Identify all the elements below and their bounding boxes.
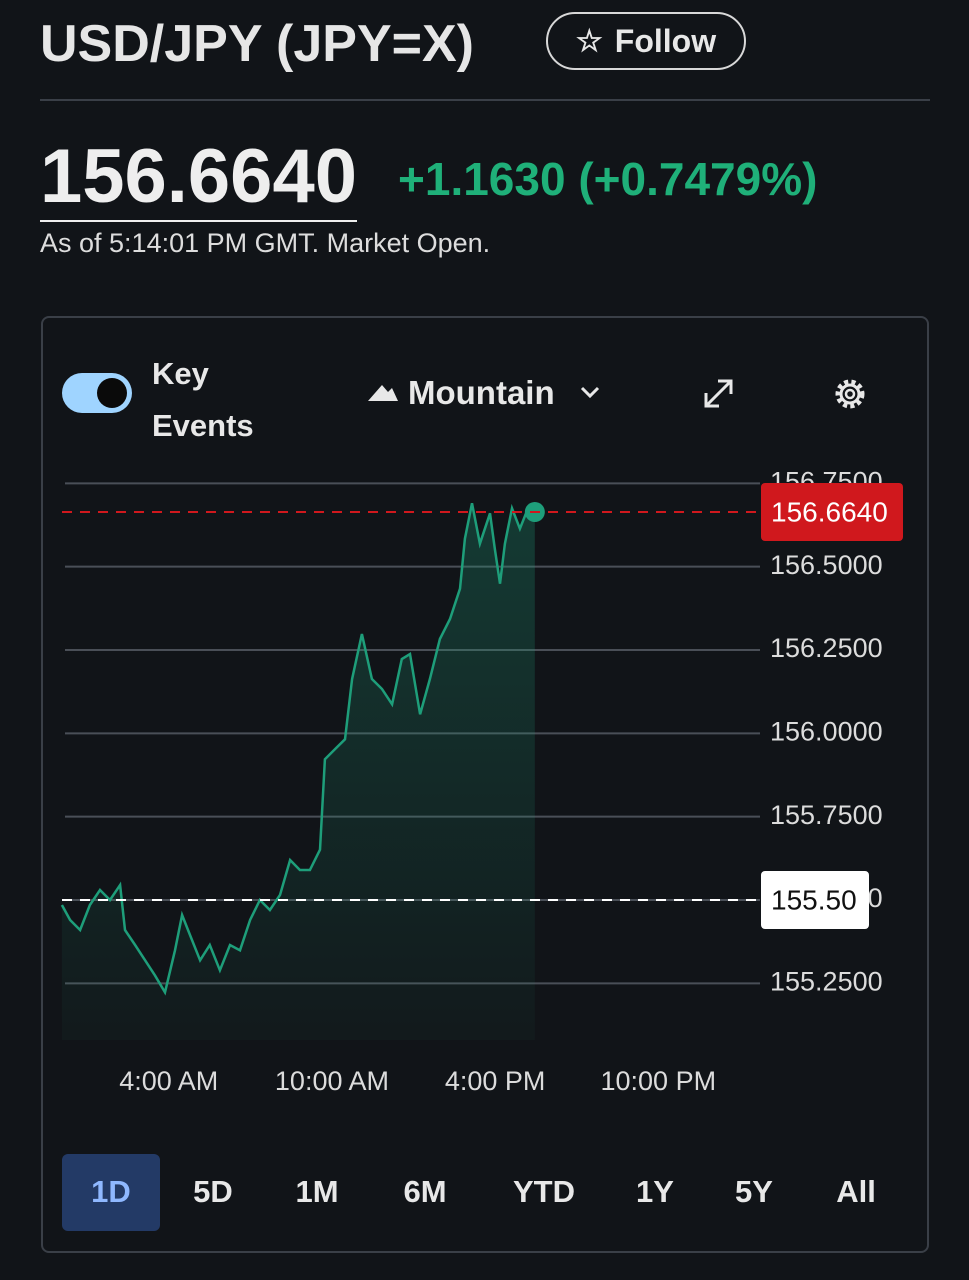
key-events-label: Key Events — [152, 356, 254, 443]
ticker-title: USD/JPY (JPY=X) — [40, 15, 475, 73]
range-tab-label: 5D — [193, 1174, 233, 1209]
x-tick-label: 4:00 AM — [119, 1066, 218, 1096]
chart-style-label[interactable]: Mountain — [408, 374, 555, 411]
range-tab-label: 1D — [91, 1174, 131, 1209]
timestamp: As of 5:14:01 PM GMT. Market Open. — [40, 228, 491, 258]
range-tab-label: 6M — [403, 1174, 446, 1209]
star-icon: ☆ — [575, 24, 603, 58]
y-tick-label: 155.2500 — [770, 966, 883, 996]
dropdown-chevron[interactable] — [580, 386, 600, 399]
settings-icon[interactable] — [835, 379, 865, 409]
y-tick-label: 156.2500 — [770, 633, 883, 663]
chart-card — [41, 316, 929, 1253]
reference-label: 156.6640 — [771, 496, 888, 527]
range-tab-label: 1M — [295, 1174, 338, 1209]
x-tick-label: 10:00 PM — [601, 1066, 717, 1096]
reference-label: 155.50 — [771, 884, 857, 915]
range-tab[interactable]: 1M — [295, 1174, 338, 1209]
mountain-icon — [368, 385, 398, 401]
range-tab-label: 5Y — [735, 1174, 773, 1209]
range-tab[interactable]: 5D — [193, 1174, 233, 1209]
range-tab[interactable]: 6M — [403, 1174, 446, 1209]
range-tab[interactable]: YTD — [513, 1174, 575, 1209]
range-tab-label: YTD — [513, 1174, 575, 1209]
expand-icon[interactable] — [704, 379, 733, 408]
range-tab-label: 1Y — [636, 1174, 674, 1209]
y-tick-label: 156.0000 — [770, 716, 883, 746]
range-tab-highlight — [62, 1154, 160, 1231]
range-tab[interactable]: 1Y — [636, 1174, 674, 1209]
range-tab[interactable]: All — [836, 1174, 876, 1209]
y-tick-label: 155.7500 — [770, 800, 883, 830]
area — [61, 503, 535, 1040]
price-change: +1.1630 (+0.7479%) — [398, 153, 818, 205]
reference-label-box — [761, 483, 903, 541]
y-tick-label: 156.5000 — [770, 550, 883, 580]
range-tab[interactable]: 1D — [62, 1154, 160, 1231]
range-tab-label: All — [836, 1174, 876, 1209]
reference-label-box — [761, 871, 869, 929]
follow-label: Follow — [614, 22, 717, 59]
price: 156.6640 — [40, 134, 357, 222]
price-line — [60, 503, 536, 996]
follow-button[interactable]: ☆ Follow — [546, 12, 746, 70]
key-events-toggle[interactable] — [62, 373, 132, 413]
x-tick-label: 10:00 AM — [275, 1066, 389, 1096]
range-tab[interactable]: 5Y — [735, 1174, 773, 1209]
x-tick-label: 4:00 PM — [445, 1066, 546, 1096]
divider — [40, 99, 930, 101]
